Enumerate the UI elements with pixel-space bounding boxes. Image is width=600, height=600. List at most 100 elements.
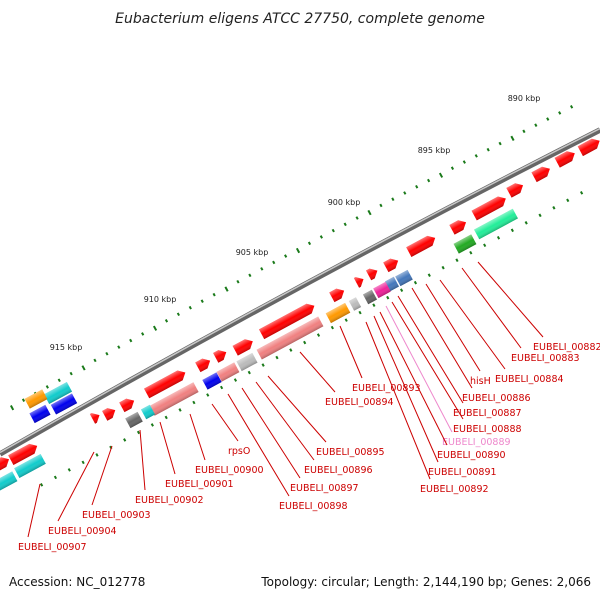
backbone-highlight	[0, 127, 600, 454]
callout-line	[159, 421, 176, 475]
ruler-tick-inner	[67, 468, 71, 472]
ruler-tick-inner	[136, 430, 141, 435]
gene-arrow-shade	[144, 370, 186, 399]
callout-line	[373, 315, 439, 463]
genome-backbone	[0, 127, 600, 457]
ruler-tick-inner	[330, 325, 334, 330]
gene-arrow-shade	[577, 138, 600, 157]
ruler-tick	[427, 178, 431, 183]
ruler-label: 895 kbp	[418, 146, 451, 155]
ruler-tick	[486, 147, 490, 152]
ruler-tick	[272, 260, 276, 265]
callout-line	[397, 295, 464, 404]
gene-label: EUBELI_00889	[442, 437, 511, 448]
callout-line	[385, 305, 453, 433]
callout-line	[241, 387, 301, 479]
ruler-tick	[141, 332, 145, 336]
callout-line	[227, 393, 290, 497]
callout-line	[425, 283, 481, 372]
ruler-tick	[45, 385, 49, 389]
gene-box-shade	[50, 393, 78, 415]
ruler-tick	[200, 299, 204, 304]
ruler-tick	[331, 228, 335, 233]
gene-box-shade	[216, 362, 240, 382]
map-title: Eubacterium eligens ATCC 27750, complete…	[115, 11, 485, 27]
ruler-tick	[498, 141, 502, 146]
ruler-tick	[474, 154, 478, 158]
ruler-tick-inner	[53, 475, 58, 480]
gene-arrow-shade	[232, 339, 253, 356]
backbone-line	[0, 127, 600, 457]
gene-arrow-shade	[102, 408, 116, 421]
ruler-tick	[403, 191, 407, 195]
gene-arrow-shade	[119, 398, 135, 413]
ruler-tick-inner	[483, 243, 487, 248]
ruler-tick	[152, 325, 158, 331]
gene-arrow-shade	[365, 268, 378, 281]
feature-track	[0, 138, 600, 491]
ruler-tick	[379, 203, 383, 208]
ruler-tick	[129, 338, 133, 343]
ruler-tick-inner	[150, 423, 154, 427]
gene-label: EUBELI_00896	[304, 465, 373, 476]
ruler-tick	[81, 365, 86, 371]
ruler-tick	[260, 267, 264, 271]
gene-label: EUBELI_00892	[420, 484, 489, 495]
callout-line	[91, 445, 113, 506]
gene-arrow-shade	[0, 457, 10, 472]
gene-box-shade	[453, 234, 477, 254]
ruler-tick	[367, 209, 372, 216]
ruler-tick	[284, 254, 288, 258]
topology-summary: Topology: circular; Length: 2,144,190 bp…	[260, 575, 591, 589]
gene-label: EUBELI_00890	[437, 450, 506, 461]
ruler-tick	[248, 273, 252, 278]
gene-label: EUBELI_00895	[316, 447, 385, 458]
ruler-tick-inner	[386, 295, 390, 300]
ruler-tick-inner	[344, 318, 348, 322]
ruler-tick-inner	[552, 206, 556, 210]
ruler-tick	[188, 305, 192, 310]
ruler-tick-inner	[441, 265, 445, 270]
gene-arrow-shade	[89, 413, 100, 424]
ruler-tick	[391, 197, 395, 202]
gene-box-shade	[125, 411, 143, 429]
gene-arrow-shade	[258, 303, 315, 340]
callout-line	[267, 375, 327, 443]
ruler-tick-inner	[538, 213, 542, 218]
callout-line	[57, 451, 95, 522]
ruler-tick-inner	[261, 363, 265, 367]
ruler-tick	[355, 216, 359, 220]
gene-arrow-shade	[449, 220, 467, 235]
gene-box-shade	[140, 404, 156, 420]
ruler-tick	[224, 286, 229, 292]
ruler: 890 kbp 895 kbp 900 kbp 905 kbp 910 kbp 915 k…	[10, 94, 584, 487]
ruler-tick-inner	[400, 288, 404, 292]
gene-label: EUBELI_00888	[453, 424, 522, 435]
callout-line	[339, 325, 363, 379]
ruler-tick	[343, 222, 347, 227]
ruler-tick	[57, 378, 61, 383]
ruler-tick	[21, 398, 26, 402]
gene-label: EUBELI_00900	[195, 465, 264, 476]
callout-line	[365, 321, 431, 480]
gene-box-shade	[325, 302, 351, 324]
ruler-tick-inner	[289, 348, 293, 352]
ruler-tick	[176, 312, 180, 317]
gene-box-shade	[373, 281, 391, 299]
ruler-tick-inner	[316, 333, 321, 337]
gene-label: EUBELI_00883	[511, 353, 580, 364]
ruler-tick-inner	[275, 355, 279, 360]
gene-box-shade	[256, 316, 324, 360]
ruler-tick	[510, 135, 515, 142]
gene-box-shade	[43, 381, 73, 405]
gene-box-shade	[348, 297, 362, 311]
gene-box-shade	[474, 208, 518, 240]
gene-label: EUBELI_00886	[462, 393, 531, 404]
ruler-label: 900 kbp	[328, 198, 361, 207]
ruler-tick-inner	[524, 220, 528, 225]
gene-arrow-shade	[506, 183, 524, 198]
ruler-tick-inner	[455, 258, 459, 263]
callout-line	[211, 403, 239, 442]
